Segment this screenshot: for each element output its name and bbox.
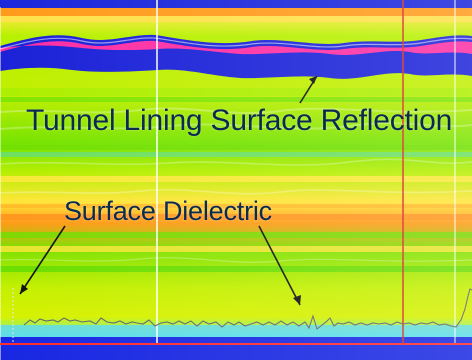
surface-dielectric-label: Surface Dielectric bbox=[64, 196, 272, 226]
tunnel-lining-label: Tunnel Lining Surface Reflection bbox=[26, 104, 453, 137]
